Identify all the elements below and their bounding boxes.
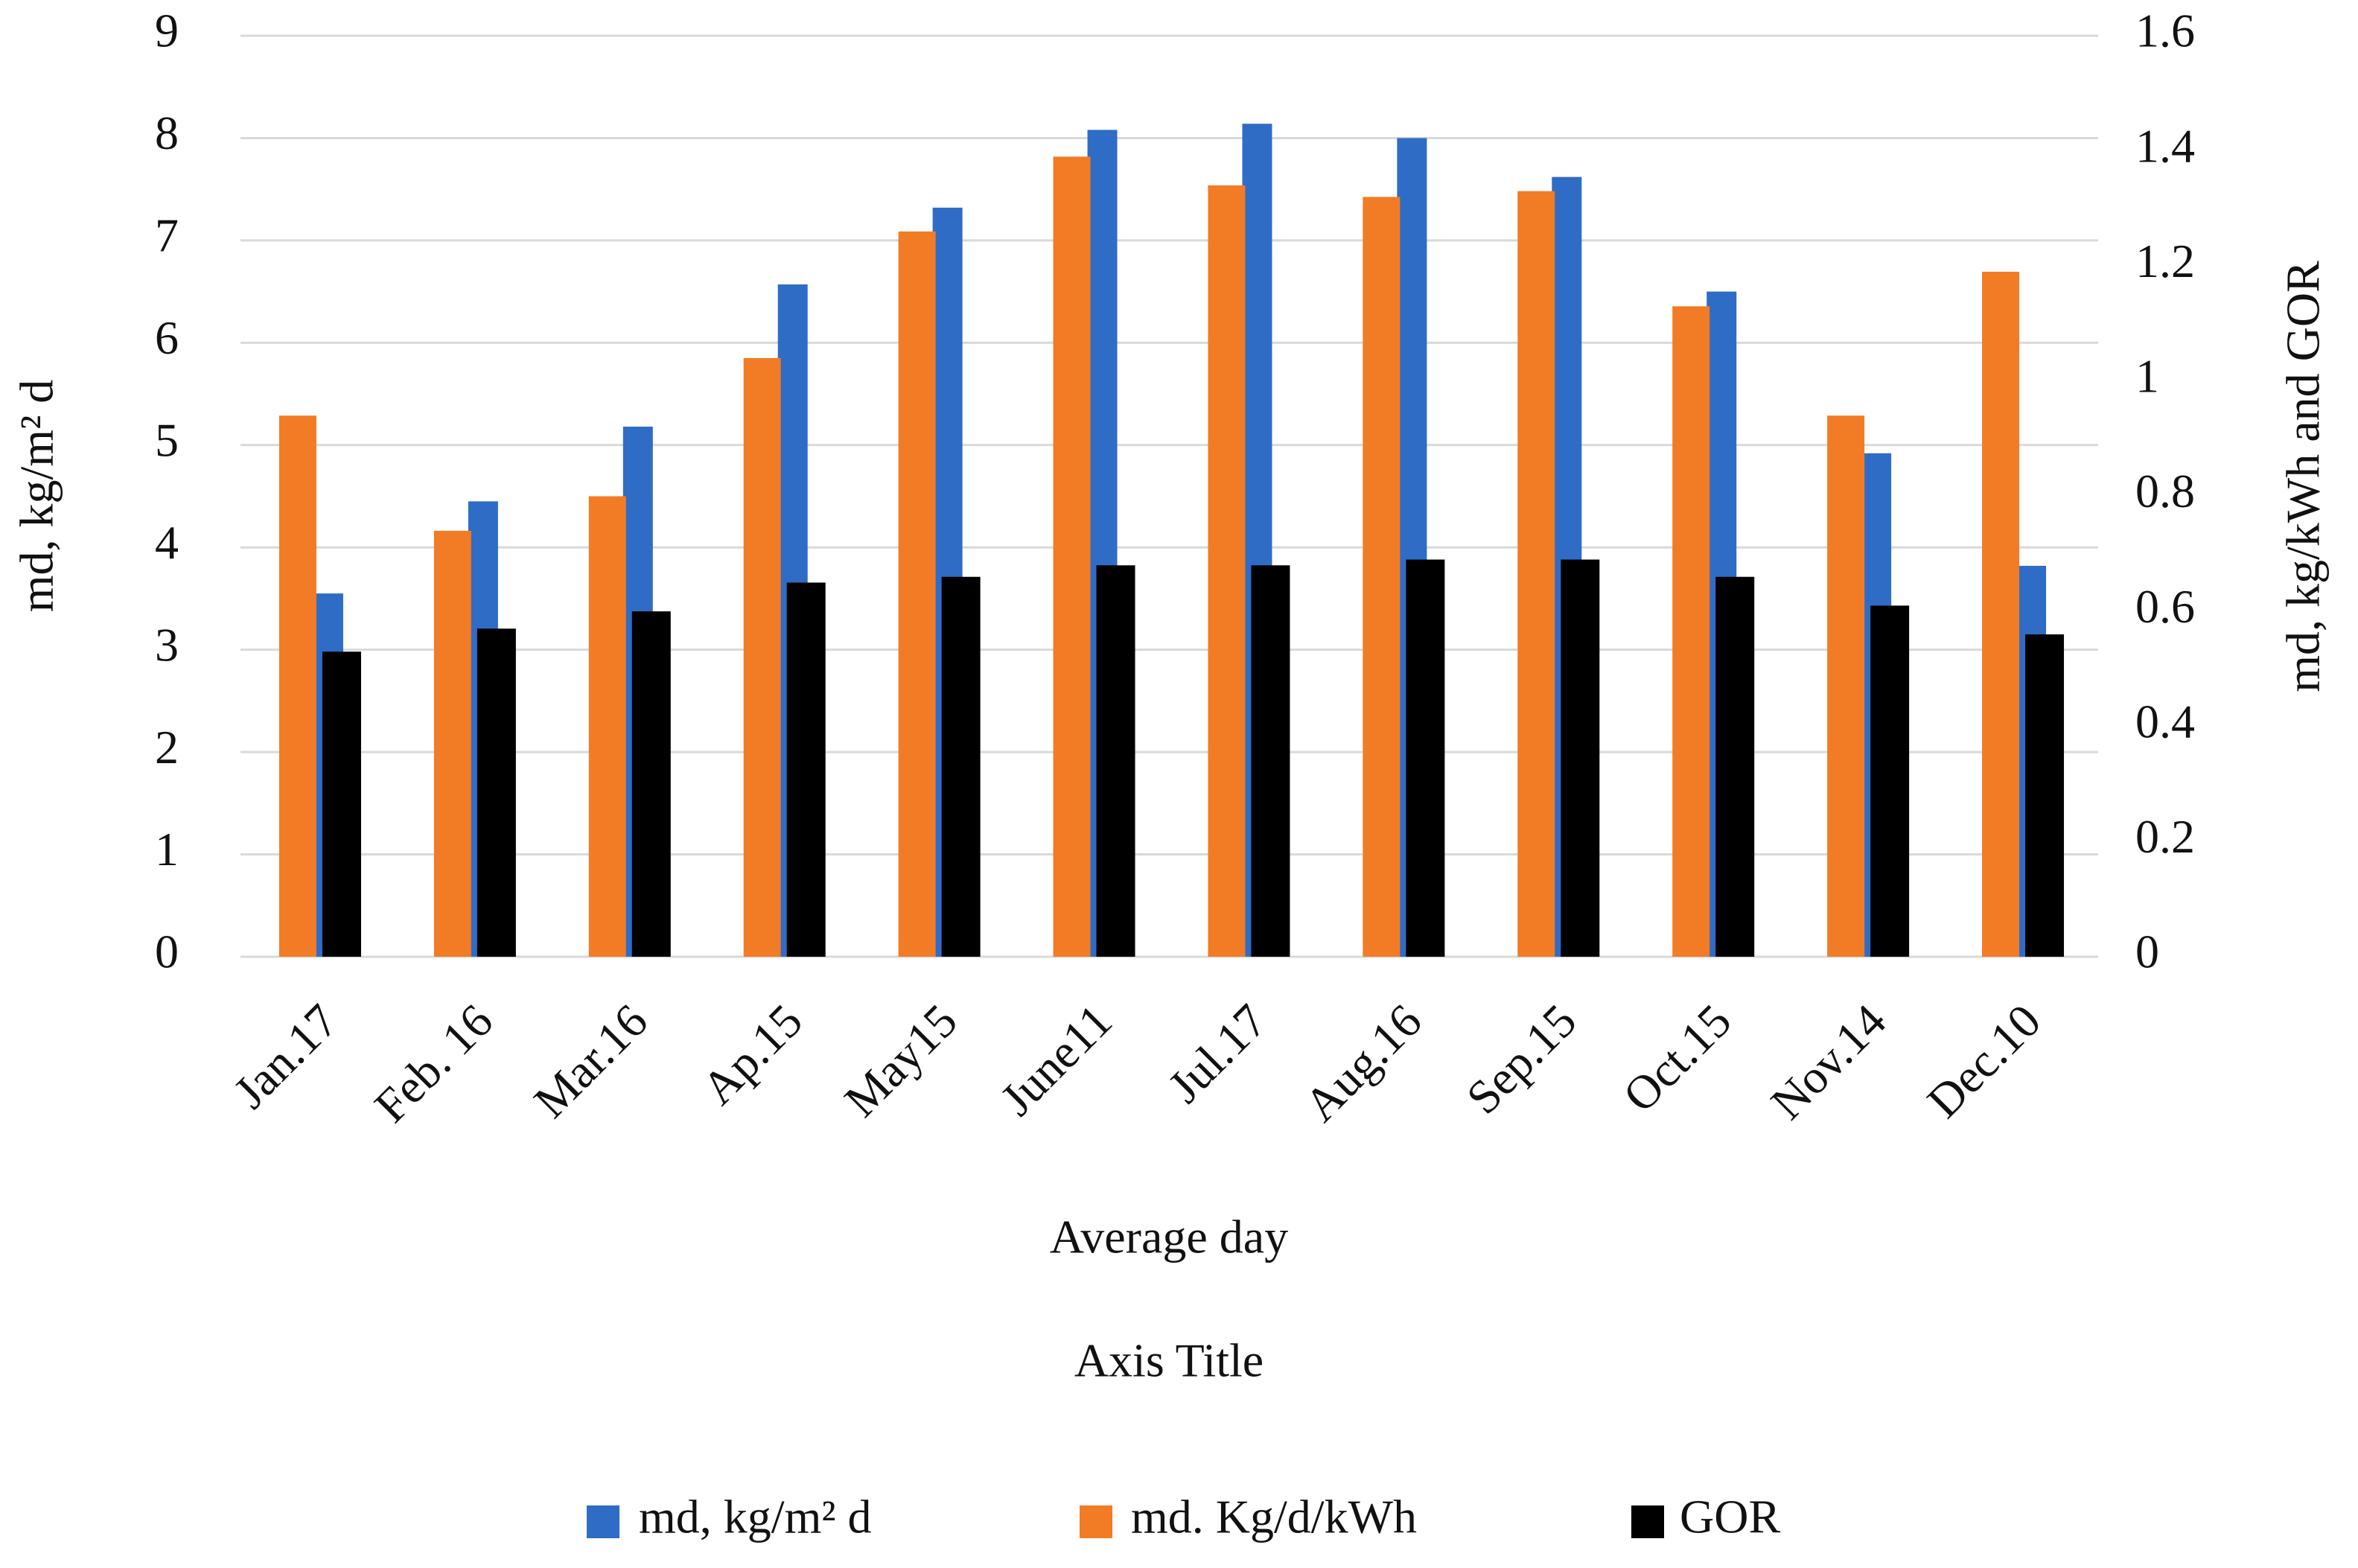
bar (278, 415, 316, 957)
y2-tick-label: 1 (2135, 350, 2159, 403)
y2-tick-label: 0.4 (2135, 695, 2195, 748)
bar (1208, 185, 1246, 957)
legend-swatch (587, 1505, 619, 1538)
bar (1561, 559, 1600, 957)
x-tick-label: Feb. 16 (364, 994, 503, 1132)
y-tick-label: 1 (155, 823, 179, 876)
y-tick-label: 3 (155, 618, 179, 671)
bar (1251, 565, 1290, 957)
bar (1363, 197, 1401, 957)
x-tick-label: Dec.10 (1917, 994, 2051, 1128)
x-tick-label: Jan.17 (223, 994, 348, 1118)
x-tick-label: Aug.16 (1294, 994, 1432, 1132)
y2-tick-label: 0 (2135, 925, 2159, 978)
legend-swatch (1631, 1505, 1664, 1538)
x-tick-label: Nov.14 (1761, 994, 1896, 1129)
bar (588, 496, 626, 957)
legend-swatch (1080, 1505, 1112, 1538)
x-tick-label: Oct.15 (1613, 994, 1741, 1122)
bar (786, 582, 826, 957)
x-tick-label: Ap.15 (692, 994, 812, 1115)
bar (631, 611, 671, 957)
y2-tick-label: 0.8 (2135, 465, 2195, 517)
x-tick-label: Jul.17 (1158, 994, 1277, 1113)
bar (433, 530, 471, 957)
x-axis-label: Average day (1050, 1211, 1288, 1263)
y-tick-label: 9 (155, 4, 179, 57)
bar (743, 357, 781, 957)
bar (1827, 415, 1865, 957)
y-tick-label: 6 (155, 311, 179, 364)
bar (322, 651, 361, 957)
y2-axis-label: md, kg/kWh and GOR (2277, 261, 2330, 692)
y2-tick-label: 1.6 (2135, 4, 2195, 57)
x-tick-label: Sep.15 (1456, 994, 1587, 1124)
y2-tick-label: 1.2 (2135, 235, 2195, 287)
x-tick-label: Mar.16 (523, 994, 657, 1128)
y-axis-label: md, kg/m² d (10, 380, 63, 613)
y2-tick-label: 0.2 (2135, 810, 2195, 863)
y-tick-label: 5 (155, 413, 179, 466)
y-tick-label: 4 (155, 516, 179, 569)
y-tick-label: 2 (155, 721, 179, 774)
y2-tick-label: 1.4 (2135, 119, 2195, 172)
bar (1517, 191, 1555, 957)
bar (1672, 306, 1710, 957)
x-tick-label: May15 (834, 994, 966, 1126)
bar (898, 231, 936, 957)
bar (1982, 271, 2020, 957)
bar (477, 628, 516, 957)
legend-label: md, kg/m² d (639, 1491, 872, 1543)
bar (2025, 634, 2065, 957)
legend-label: md. Kg/d/kWh (1131, 1491, 1417, 1543)
bar (1096, 565, 1135, 957)
y-tick-label: 8 (155, 106, 179, 159)
bar (1406, 559, 1445, 957)
axis-title-placeholder: Axis Title (1074, 1334, 1264, 1387)
bar (1870, 605, 1910, 957)
bar (1715, 576, 1755, 957)
y-tick-label: 7 (155, 209, 179, 262)
x-tick-label: June11 (990, 994, 1122, 1126)
bar (941, 576, 981, 957)
bar (1053, 156, 1091, 957)
y2-tick-label: 0.6 (2135, 580, 2195, 633)
y-tick-label: 0 (155, 925, 179, 978)
legend-label: GOR (1680, 1491, 1780, 1543)
